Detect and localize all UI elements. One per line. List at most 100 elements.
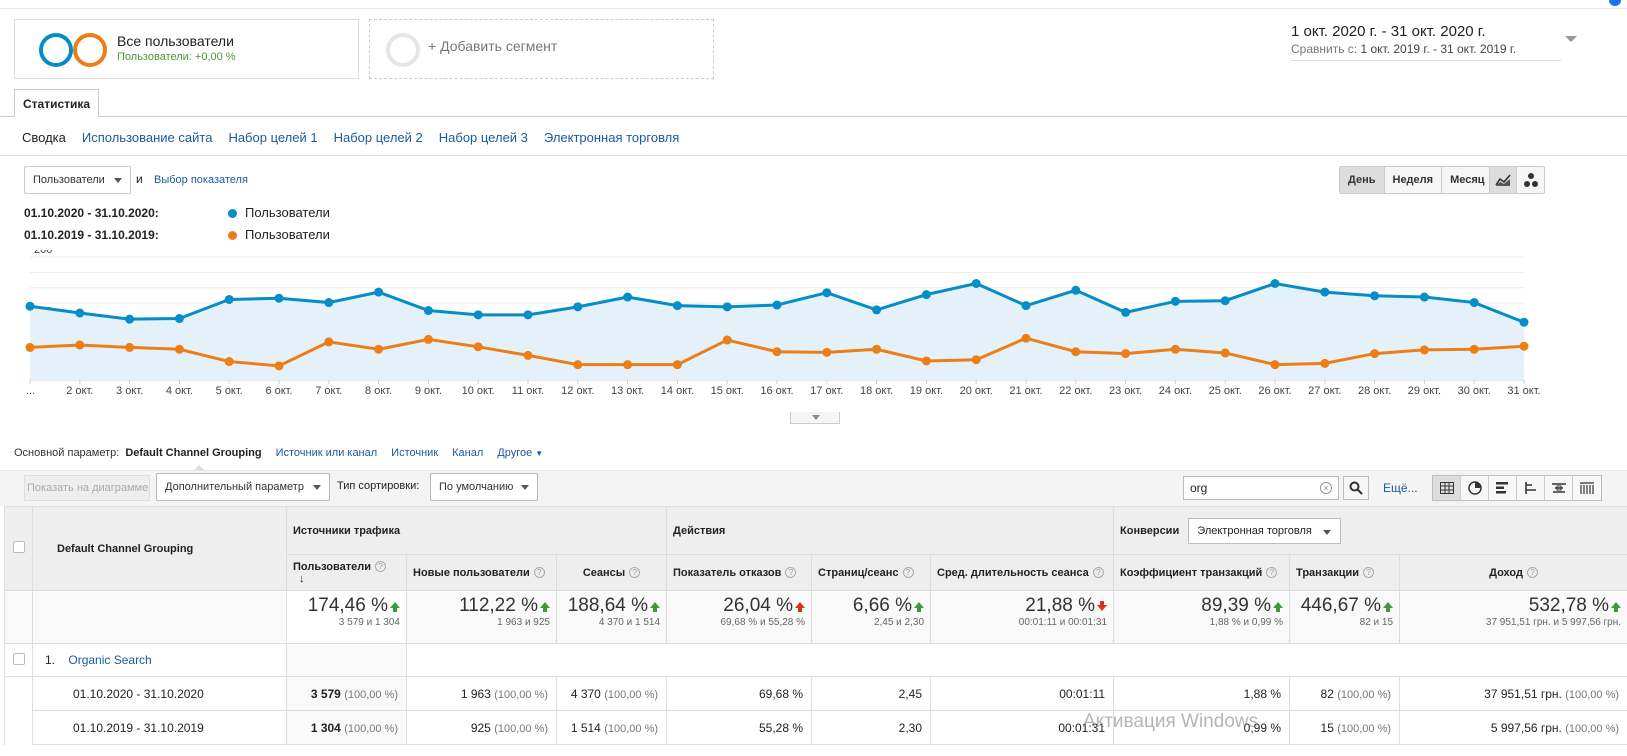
- cell-bounce-rate: 55,28 %: [666, 710, 813, 745]
- dim-source-medium[interactable]: Источник или канал: [275, 447, 378, 459]
- sort-desc-icon[interactable]: ↓: [299, 572, 305, 585]
- pivot-icon[interactable]: [1573, 476, 1601, 500]
- point-2020: [722, 302, 732, 312]
- x-tick-label: 13 окт.: [611, 385, 644, 397]
- col-conversion-rate[interactable]: Коэффициент транзакций?: [1113, 554, 1291, 591]
- tab-statistics[interactable]: Статистика: [14, 89, 100, 117]
- segment-all-users[interactable]: Все пользователи Пользователи: +0,00 %: [14, 19, 359, 79]
- point-2020: [1270, 279, 1280, 289]
- help-icon[interactable]: ?: [629, 567, 641, 579]
- windows-activation-watermark: Активация Windows: [1083, 711, 1259, 732]
- date-range-compare: Сравнить с: 1 окт. 2019 г. - 31 окт. 201…: [1291, 42, 1517, 56]
- advanced-filter-link[interactable]: Ещё...: [1383, 481, 1418, 495]
- motion-chart-icon[interactable]: [1517, 167, 1544, 193]
- help-icon[interactable]: ?: [902, 567, 914, 579]
- secondary-dimension-select[interactable]: Дополнительный параметр: [156, 473, 330, 501]
- row-spacer: [405, 643, 1627, 677]
- col-new-users[interactable]: Новые пользователи?: [406, 554, 557, 591]
- period-month-button[interactable]: Месяц: [1442, 167, 1493, 193]
- subtab-summary[interactable]: Сводка: [22, 130, 66, 145]
- point-2020: [523, 310, 533, 320]
- dim-other-dropdown[interactable]: Другое ▼: [497, 447, 544, 459]
- chart-type-toggle: [1489, 166, 1545, 194]
- period-week-button[interactable]: Неделя: [1384, 167, 1443, 193]
- point-2019: [722, 335, 732, 345]
- point-2020: [75, 308, 85, 318]
- table-row: 01.10.2019 - 31.10.2019 1 304 (100,00 %)…: [4, 710, 1627, 745]
- point-2020: [25, 301, 35, 311]
- clear-icon[interactable]: ×: [1320, 482, 1332, 494]
- x-tick-label: 29 окт.: [1408, 385, 1441, 397]
- period-toggle: День Неделя Месяц: [1339, 166, 1494, 194]
- point-2020: [174, 314, 184, 324]
- col-users[interactable]: Пользователи? ↓: [286, 554, 407, 591]
- row-checkbox[interactable]: [12, 652, 25, 665]
- date-range-chevron-down-icon[interactable]: [1565, 36, 1577, 42]
- pick-metric-link[interactable]: Выбор показателя: [154, 174, 248, 186]
- col-sessions[interactable]: Сеансы?: [555, 554, 668, 591]
- help-icon[interactable]: ?: [1266, 567, 1278, 579]
- metric-select[interactable]: Пользователи: [24, 166, 131, 194]
- term-cloud-icon[interactable]: [1545, 476, 1573, 500]
- x-tick-label: 31 окт.: [1507, 385, 1540, 397]
- plot-rows-button[interactable]: Показать на диаграмме: [24, 475, 150, 501]
- point-2019: [374, 344, 384, 354]
- account-icon[interactable]: [1609, 0, 1621, 6]
- row-range: 01.10.2020 - 31.10.2020: [32, 676, 287, 711]
- dim-medium[interactable]: Канал: [452, 447, 484, 459]
- conversion-type-value: Электронная торговля: [1197, 524, 1312, 537]
- subtab-goal-set-2[interactable]: Набор целей 2: [333, 130, 423, 145]
- x-tick-label: 27 окт.: [1308, 385, 1341, 397]
- sort-type-select[interactable]: По умолчанию: [430, 473, 538, 501]
- x-tick-label: 14 окт.: [661, 385, 694, 397]
- help-icon[interactable]: ?: [1363, 567, 1375, 579]
- and-label: и: [136, 172, 143, 186]
- x-tick-label: 16 окт.: [760, 385, 793, 397]
- conversion-type-select[interactable]: Электронная торговля: [1188, 517, 1341, 544]
- x-tick-label: 26 окт.: [1258, 385, 1291, 397]
- search-value: org: [1190, 481, 1208, 495]
- help-icon[interactable]: ?: [533, 567, 545, 579]
- cell-revenue: 5 997,56 грн. (100,00 %): [1399, 710, 1627, 745]
- row-dimension-link[interactable]: Organic Search: [68, 653, 152, 667]
- legend-range: 01.10.2020 - 31.10.2020:: [24, 206, 159, 220]
- search-button[interactable]: [1343, 476, 1369, 500]
- table-grid-icon[interactable]: [1433, 476, 1461, 500]
- col-bounce-rate[interactable]: Показатель отказов?: [666, 554, 813, 591]
- col-revenue[interactable]: Доход?: [1399, 554, 1627, 591]
- y-tick-label: 200: [34, 250, 52, 256]
- period-day-button[interactable]: День: [1340, 167, 1385, 193]
- legend-range: 01.10.2019 - 31.10.2019:: [24, 228, 159, 242]
- subtab-goal-set-3[interactable]: Набор целей 3: [438, 130, 528, 145]
- pie-chart-icon[interactable]: [1461, 476, 1489, 500]
- point-2019: [1270, 360, 1280, 370]
- bar-chart-icon[interactable]: [1489, 476, 1517, 500]
- date-range-picker[interactable]: 1 окт. 2020 г. - 31 окт. 2020 г. Сравнит…: [1291, 23, 1561, 61]
- table-search-input[interactable]: org ×: [1183, 476, 1339, 500]
- segment-ring-icon: [73, 33, 107, 67]
- col-pages-per-session[interactable]: Страниц/сеанс?: [811, 554, 932, 591]
- comparison-icon[interactable]: [1517, 476, 1545, 500]
- x-tick-label: 9 окт.: [415, 385, 442, 397]
- dim-source[interactable]: Источник: [391, 447, 439, 459]
- help-icon[interactable]: ?: [1092, 567, 1104, 579]
- line-chart-icon[interactable]: [1490, 167, 1517, 193]
- point-2019: [1320, 358, 1330, 368]
- x-tick-label: 18 окт.: [860, 385, 893, 397]
- subtab-goal-set-1[interactable]: Набор целей 1: [228, 130, 318, 145]
- help-icon[interactable]: ?: [785, 567, 797, 579]
- subtab-ecommerce[interactable]: Электронная торговля: [543, 130, 680, 145]
- add-segment-button[interactable]: + Добавить сегмент: [369, 19, 714, 79]
- help-icon[interactable]: ?: [375, 561, 387, 573]
- top-bar: [0, 0, 1627, 9]
- chart-resize-handle[interactable]: [790, 412, 840, 424]
- dimension-header[interactable]: Default Channel Grouping: [32, 506, 287, 591]
- col-avg-session-duration[interactable]: Сред. длительность сеанса?: [930, 554, 1115, 591]
- select-all-checkbox[interactable]: [12, 541, 25, 553]
- subtab-site-usage[interactable]: Использование сайта: [81, 130, 213, 145]
- col-transactions[interactable]: Транзакции?: [1289, 554, 1401, 591]
- secondary-dimension-value: Дополнительный параметр: [165, 481, 304, 493]
- point-2020: [324, 298, 334, 308]
- primary-dimension-label: Основной параметр:: [14, 447, 120, 459]
- help-icon[interactable]: ?: [1526, 567, 1538, 579]
